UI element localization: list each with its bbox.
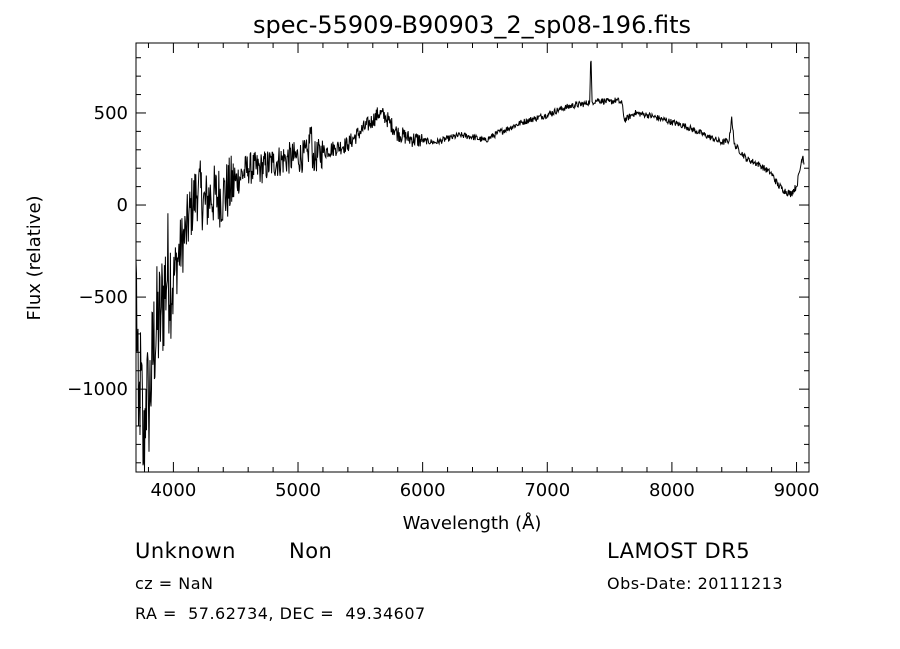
x-tick-label: 7000 [524, 480, 570, 501]
axis-tick-labels: 4000 5000 6000 7000 8000 9000 −1000 −500 0 500 [67, 103, 819, 501]
x-axis-label: Wavelength (Å) [403, 512, 542, 534]
x-tick-label: 8000 [649, 480, 695, 501]
x-tick-label: 9000 [774, 480, 820, 501]
ra-dec: RA = 57.62734, DEC = 49.34607 [135, 604, 426, 623]
subclass-label: Non [289, 539, 333, 563]
y-axis-label: Flux (relative) [24, 195, 45, 320]
survey-label: LAMOST DR5 [607, 539, 751, 563]
x-tick-label: 4000 [150, 480, 196, 501]
cz-value: cz = NaN [135, 574, 214, 593]
y-tick-label: 500 [94, 103, 128, 124]
x-tick-label: 6000 [400, 480, 446, 501]
y-tick-label: −500 [79, 287, 128, 308]
obs-date: Obs-Date: 20111213 [607, 574, 784, 593]
plot-frame [135, 42, 810, 473]
axis-ticks [136, 43, 809, 472]
y-tick-label: 0 [117, 195, 128, 216]
spectrum-series-line [135, 60, 805, 473]
y-tick-label: −1000 [67, 379, 128, 400]
x-tick-label: 5000 [275, 480, 321, 501]
chart-title: spec-55909-B90903_2_sp08-196.fits [253, 11, 691, 39]
class-label: Unknown [135, 539, 236, 563]
